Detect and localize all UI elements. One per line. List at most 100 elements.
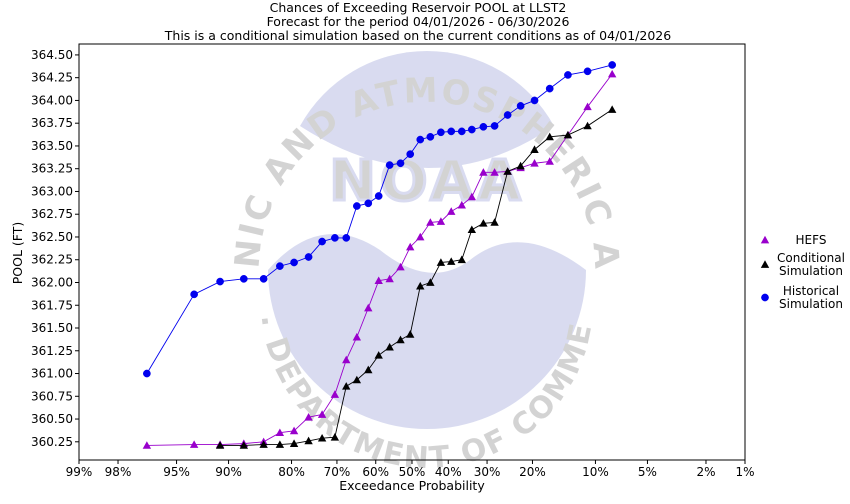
data-point-hefs [436, 217, 446, 225]
data-point-historical-simulation [374, 192, 383, 200]
x-tick-label: 80% [278, 465, 305, 479]
data-point-hefs [416, 232, 425, 241]
data-point-historical-simulation [342, 234, 351, 242]
y-tick-label: 361.25 [31, 344, 73, 358]
data-point-historical-simulation [385, 161, 394, 169]
y-tick-label: 362.50 [31, 230, 73, 244]
data-point-conditional-simulation [275, 440, 285, 448]
data-point-hefs [467, 192, 477, 201]
legend-marker-hefs [760, 235, 770, 244]
data-point-hefs [457, 200, 466, 209]
data-point-conditional-simulation [406, 330, 415, 338]
x-tick-label: 30% [474, 465, 501, 479]
data-point-conditional-simulation [289, 439, 299, 447]
data-point-conditional-simulation [352, 375, 362, 384]
data-point-hefs [396, 262, 405, 271]
data-point-historical-simulation [457, 127, 466, 136]
data-point-conditional-simulation [503, 167, 512, 175]
data-point-conditional-simulation [374, 351, 383, 359]
data-point-conditional-simulation [317, 433, 327, 442]
data-point-historical-simulation [479, 122, 488, 131]
data-point-historical-simulation [437, 128, 445, 137]
y-tick-label: 362.00 [31, 275, 73, 289]
y-tick-label: 363.00 [31, 184, 73, 198]
data-point-hefs [426, 218, 435, 226]
chart-subtitle-conditions: This is a conditional simulation based o… [164, 28, 671, 43]
x-tick-label: 5% [638, 465, 657, 479]
x-tick-label: 10% [582, 465, 609, 479]
data-point-hefs [364, 303, 373, 312]
y-tick-label: 363.75 [31, 116, 73, 130]
data-point-historical-simulation [318, 237, 326, 246]
noaa-logo-watermark: NATIONAL OCEANIC AND ATMOSPHERIC ADMINIS… [0, 0, 624, 476]
x-tick-label: 2% [696, 465, 715, 479]
data-point-conditional-simulation [385, 342, 394, 351]
data-point-historical-simulation [406, 150, 415, 158]
data-point-hefs [607, 69, 617, 78]
x-tick-label: 98% [105, 465, 132, 479]
data-point-historical-simulation [396, 159, 405, 168]
x-tick-label: 90% [215, 465, 242, 479]
data-point-historical-simulation [304, 253, 313, 261]
data-point-hefs [447, 207, 456, 215]
x-tick-label: 99% [66, 465, 93, 479]
data-point-conditional-simulation [457, 255, 466, 264]
data-point-hefs [330, 390, 340, 398]
x-tick-label: 40% [435, 465, 462, 479]
data-point-historical-simulation [490, 122, 499, 130]
data-point-historical-simulation [216, 277, 224, 286]
data-point-historical-simulation [416, 135, 425, 144]
data-point-conditional-simulation [416, 281, 425, 290]
data-point-historical-simulation [143, 369, 151, 378]
y-tick-label: 360.25 [31, 435, 73, 449]
legend-label-historical-simulation: Historical [783, 284, 839, 298]
data-point-historical-simulation [331, 234, 339, 242]
data-point-hefs [289, 426, 299, 435]
y-tick-label: 363.50 [31, 139, 73, 153]
data-point-conditional-simulation [530, 145, 539, 153]
y-tick-label: 361.75 [31, 298, 73, 312]
y-axis: 360.25 360.50 360.75 361.00 361.25 361.50 361.… [31, 48, 79, 449]
data-point-historical-simulation [530, 96, 539, 105]
x-tick-label: 70% [324, 465, 351, 479]
y-tick-label: 360.75 [31, 389, 73, 403]
y-tick-label: 363.25 [31, 162, 73, 176]
data-point-historical-simulation [564, 71, 572, 79]
data-point-conditional-simulation [479, 219, 488, 227]
data-point-historical-simulation [276, 262, 284, 270]
data-point-conditional-simulation [330, 433, 340, 441]
data-point-conditional-simulation [583, 121, 592, 130]
y-tick-label: 364.25 [31, 71, 73, 85]
y-tick-label: 364.00 [31, 93, 73, 107]
data-point-historical-simulation [516, 102, 525, 110]
data-point-hefs [490, 168, 499, 176]
data-point-conditional-simulation [436, 258, 446, 266]
data-point-historical-simulation [608, 61, 617, 69]
data-point-hefs [317, 410, 327, 418]
data-point-conditional-simulation [239, 441, 249, 449]
x-tick-label: 20% [519, 465, 546, 479]
data-point-hefs [142, 441, 152, 449]
data-point-conditional-simulation [304, 436, 313, 445]
data-point-historical-simulation [364, 199, 373, 208]
data-point-conditional-simulation [607, 105, 617, 113]
data-point-hefs [406, 242, 415, 251]
y-tick-label: 361.50 [31, 321, 73, 335]
legend-label-conditional-simulation: Conditional [777, 251, 845, 265]
data-point-historical-simulation [239, 275, 248, 283]
legend-marker-historical-simulation [761, 293, 769, 302]
y-tick-label: 360.50 [31, 412, 73, 426]
data-point-historical-simulation [503, 111, 512, 119]
data-point-historical-simulation [426, 132, 435, 141]
y-tick-label: 361.00 [31, 367, 73, 381]
series-layer [142, 61, 617, 449]
data-point-hefs [583, 102, 592, 111]
data-point-historical-simulation [545, 84, 554, 93]
y-tick-label: 362.25 [31, 253, 73, 267]
data-point-hefs [385, 274, 394, 283]
data-point-historical-simulation [290, 258, 298, 267]
data-point-historical-simulation [447, 127, 456, 136]
y-axis-label: POOL (FT) [10, 222, 25, 285]
legend-label-conditional-simulation: Simulation [779, 264, 843, 278]
data-point-conditional-simulation [342, 382, 351, 390]
